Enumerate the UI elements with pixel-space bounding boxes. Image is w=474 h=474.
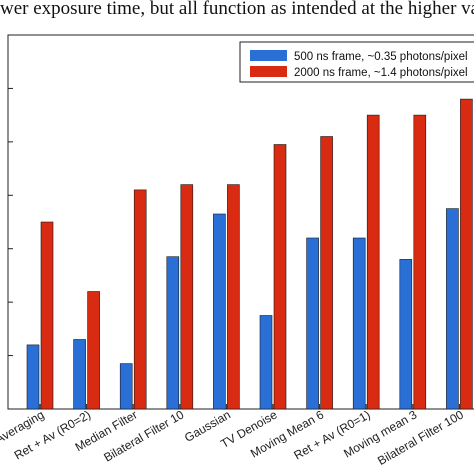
- legend-label-series-1: 500 ns frame, ~0.35 photons/pixel: [294, 51, 468, 63]
- bar-series-1-3: [119, 363, 133, 410]
- bar-series-2-4: [180, 184, 194, 410]
- bar-series-1-7: [306, 237, 319, 410]
- bar-series-2-3: [133, 189, 147, 410]
- bar-series-2-7: [320, 136, 333, 410]
- legend-label-series-2: 2000 ns frame, ~1.4 photons/pixel: [294, 67, 468, 79]
- bar-series-1-1: [26, 344, 40, 410]
- bar-series-2-8: [366, 114, 380, 410]
- bar-series-2-10: [460, 98, 473, 410]
- x-tick-label: Bilateral Filter 100: [375, 407, 466, 468]
- bar-series-2-5: [227, 184, 240, 410]
- bar-series-1-10: [446, 208, 459, 410]
- bar-series-1-9: [399, 259, 413, 410]
- bar-series-1-4: [166, 256, 180, 410]
- bar-series-2-6: [273, 144, 287, 410]
- legend-swatch-series-1: [250, 50, 287, 61]
- bar-series-1-8: [352, 237, 366, 410]
- legend: 500 ns frame, ~0.35 photons/pixel 2000 n…: [239, 41, 474, 83]
- bar-series-2-2: [87, 291, 100, 410]
- plot-area: [7, 34, 474, 410]
- bar-series-2-1: [40, 221, 54, 410]
- bar-series-2-9: [413, 114, 427, 410]
- caption-text: wer exposure time, but all function as i…: [0, 0, 474, 19]
- bars: [26, 98, 473, 410]
- y-axis-ticks: [8, 87, 13, 357]
- x-tick-label: Bilateral Filter 10: [101, 407, 186, 464]
- legend-swatch-series-2: [250, 66, 287, 77]
- bar-series-1-5: [213, 213, 226, 410]
- bar-series-1-6: [259, 315, 273, 410]
- bar-series-1-2: [73, 339, 86, 410]
